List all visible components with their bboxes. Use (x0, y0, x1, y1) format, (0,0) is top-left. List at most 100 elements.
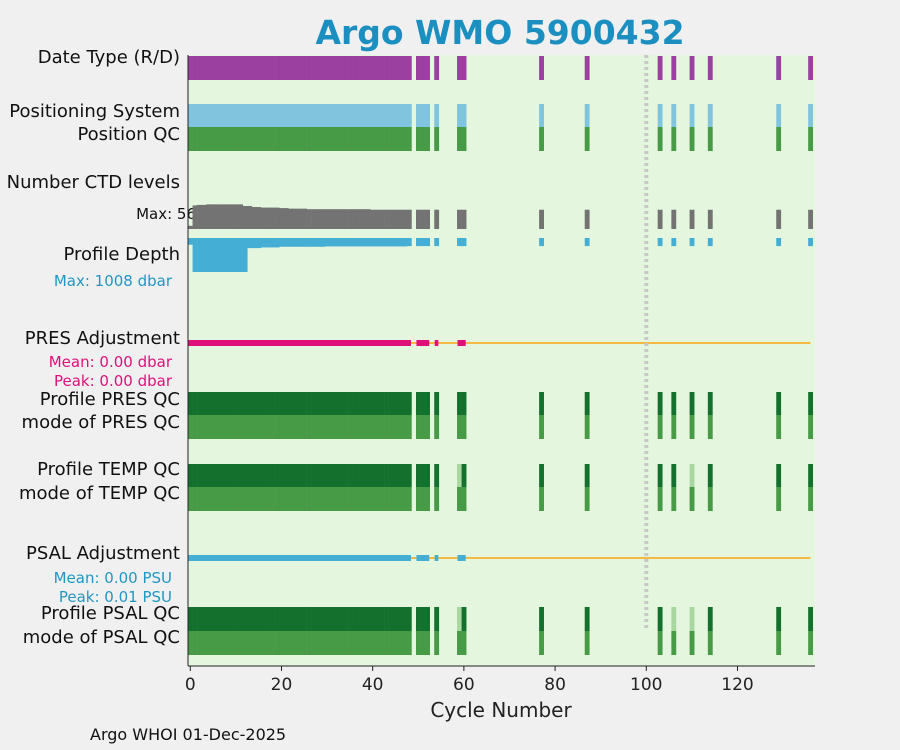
cell-mode-of-pres-qc (197, 415, 202, 439)
bar-profile-depth (374, 238, 380, 247)
cell-profile-psal-qc (201, 607, 207, 631)
cell-date-type-r-d (320, 56, 326, 80)
cell-mode-of-psal-qc (584, 631, 590, 655)
cell-mode-of-temp-qc (420, 487, 426, 511)
cell-date-type-r-d (397, 56, 403, 80)
cell-mode-of-pres-qc (539, 415, 544, 439)
cell-mode-of-temp-qc (365, 487, 371, 511)
cell-mode-of-temp-qc (356, 487, 362, 511)
cell-mode-of-temp-qc (197, 487, 202, 511)
bar-number-ctd-levels (416, 209, 421, 229)
x-axis-label: Cycle Number (430, 698, 572, 722)
cell-profile-temp-qc (233, 464, 239, 487)
cell-profile-temp-qc (384, 464, 389, 487)
bar-profile-depth (457, 238, 462, 247)
cell-mode-of-pres-qc (297, 415, 303, 439)
row-label-position-qc: Position QC (77, 124, 180, 145)
cell-profile-pres-qc (192, 392, 198, 415)
bar-profile-depth (188, 238, 193, 245)
cell-date-type-r-d (329, 56, 335, 80)
bar-profile-depth (251, 238, 257, 249)
row-label-number-ctd-levels: Number CTD levels (7, 172, 180, 193)
cell-profile-temp-qc (365, 464, 371, 487)
cell-mode-of-pres-qc (397, 415, 403, 439)
bar-number-ctd-levels (425, 209, 430, 229)
bar-number-ctd-levels (288, 208, 294, 229)
cell-profile-pres-qc (379, 392, 385, 415)
footer-credit: Argo WHOI 01-Dec-2025 (90, 725, 287, 744)
cell-mode-of-psal-qc (347, 631, 353, 655)
cell-mode-of-pres-qc (206, 415, 212, 439)
row-label-date-type-r-d: Date Type (R/D) (38, 47, 180, 68)
cell-position-qc (397, 127, 403, 151)
cell-profile-pres-qc (206, 392, 212, 415)
cell-positioning-system (219, 104, 225, 127)
cell-profile-psal-qc (333, 607, 339, 631)
cell-date-type-r-d (224, 56, 230, 80)
cell-profile-pres-qc (302, 392, 307, 415)
cell-mode-of-psal-qc (188, 631, 193, 655)
cell-positioning-system (707, 104, 713, 127)
bar-profile-depth (808, 238, 814, 247)
row-note-profile-depth: Max: 1008 dbar (54, 272, 173, 290)
bar-number-ctd-levels (374, 209, 380, 229)
cell-mode-of-psal-qc (539, 631, 544, 655)
cell-profile-pres-qc (707, 392, 713, 415)
cell-date-type-r-d (311, 56, 316, 80)
cell-profile-psal-qc (324, 607, 330, 631)
cell-date-type-r-d (689, 56, 695, 80)
cell-profile-pres-qc (315, 392, 321, 415)
cell-date-type-r-d (283, 56, 289, 80)
bar-number-ctd-levels (402, 209, 408, 229)
cell-position-qc (279, 127, 285, 151)
cell-profile-temp-qc (416, 464, 421, 487)
bar-profile-depth (434, 238, 440, 247)
cell-date-type-r-d (707, 56, 713, 80)
bar-profile-depth (224, 238, 230, 272)
cell-mode-of-pres-qc (324, 415, 330, 439)
cell-profile-pres-qc (657, 392, 663, 415)
cell-profile-temp-qc (397, 464, 403, 487)
cell-profile-psal-qc (288, 607, 294, 631)
cell-mode-of-pres-qc (224, 415, 230, 439)
cell-mode-of-psal-qc (434, 631, 440, 655)
bar-profile-depth (425, 238, 430, 247)
cell-date-type-r-d (808, 56, 814, 80)
cell-date-type-r-d (265, 56, 271, 80)
cell-mode-of-pres-qc (689, 415, 695, 439)
cell-position-qc (671, 127, 677, 151)
bar-number-ctd-levels (352, 209, 358, 229)
cell-mode-of-temp-qc (306, 487, 312, 511)
cell-date-type-r-d (776, 56, 782, 80)
bar-number-ctd-levels (229, 204, 234, 229)
bar-number-ctd-levels (584, 209, 590, 229)
cell-profile-temp-qc (251, 464, 257, 487)
bar-number-ctd-levels (292, 208, 298, 229)
bar-number-ctd-levels (393, 209, 399, 229)
cell-positioning-system (188, 104, 193, 127)
cell-profile-psal-qc (393, 607, 399, 631)
cell-profile-temp-qc (657, 464, 663, 487)
bar-number-ctd-levels (776, 209, 782, 229)
cell-profile-temp-qc (302, 464, 307, 487)
cell-positioning-system (406, 104, 412, 127)
cell-profile-pres-qc (247, 392, 253, 415)
bar-profile-depth (288, 238, 294, 247)
cell-positioning-system (283, 104, 289, 127)
cell-date-type-r-d (260, 56, 266, 80)
cell-profile-temp-qc (224, 464, 230, 487)
bar-number-ctd-levels (420, 209, 426, 229)
cell-positioning-system (311, 104, 316, 127)
cell-date-type-r-d (219, 56, 225, 80)
cell-profile-psal-qc (425, 607, 430, 631)
cell-mode-of-pres-qc (201, 415, 207, 439)
cell-mode-of-psal-qc (306, 631, 312, 655)
cell-position-qc (251, 127, 257, 151)
cell-positioning-system (393, 104, 399, 127)
cell-profile-psal-qc (379, 607, 385, 631)
cell-mode-of-temp-qc (461, 487, 467, 511)
bar-number-ctd-levels (279, 208, 285, 229)
bar-number-ctd-levels (315, 209, 321, 229)
cell-mode-of-temp-qc (333, 487, 339, 511)
cell-position-qc (265, 127, 271, 151)
